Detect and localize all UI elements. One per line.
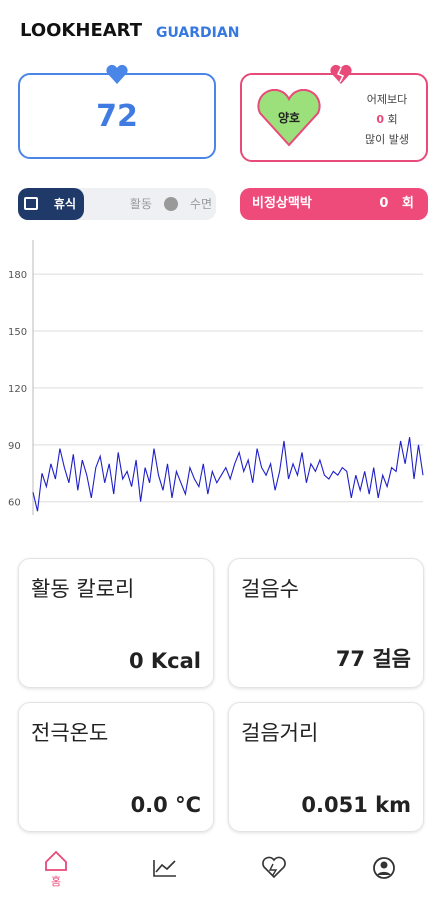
tab-activity[interactable]: 활동 — [92, 188, 152, 220]
y-tick-label: 180 — [8, 270, 27, 281]
status-count: 0 — [376, 113, 385, 126]
card-value: 0 Kcal — [128, 649, 201, 673]
status-line1: 어제보다 — [366, 93, 408, 106]
status-label: 양호 — [277, 111, 301, 125]
brand-sub: GUARDIAN — [156, 25, 240, 41]
tab-rest[interactable]: 휴식 — [18, 188, 84, 220]
brand: LOOKHEART — [20, 20, 143, 41]
heart-rate-value: 72 — [96, 99, 138, 134]
y-tick-label: 90 — [8, 441, 21, 452]
card: 활동 칼로리 0 Kcal — [18, 558, 214, 688]
card-title: 걸음거리 — [241, 721, 319, 745]
broken-heart-icon — [330, 64, 352, 84]
status-unit: 회 — [387, 113, 398, 126]
tab-sleep[interactable]: 수면 — [158, 188, 212, 220]
abnormal-unit: 회 — [402, 196, 414, 211]
abnormal-label: 비정상맥박 — [252, 196, 312, 211]
abnormal-count: 0 회 — [379, 188, 414, 220]
heart-rate-chart: 60 90 120 150 180 — [8, 240, 424, 515]
y-tick-label: 120 — [8, 384, 27, 395]
status-line2: 0 회 — [352, 111, 422, 127]
status-heart — [257, 89, 321, 147]
card-title: 걸음수 — [241, 577, 299, 601]
card-value: 0.051 km — [301, 793, 411, 817]
tab-label: 수면 — [189, 197, 212, 211]
heart-icon — [106, 64, 128, 84]
heart-rate-line — [32, 437, 424, 512]
y-tick-label: 60 — [8, 498, 21, 509]
card-title: 활동 칼로리 — [31, 577, 135, 601]
tab-label: 휴식 — [53, 197, 76, 211]
card: 전극온도 0.0 °C — [18, 702, 214, 832]
tab-bar: 휴식 활동 수면 — [18, 188, 216, 220]
moon-icon — [164, 197, 178, 211]
abnormal-bar: 비정상맥박 0 회 — [240, 188, 428, 220]
cup-icon — [24, 197, 38, 210]
abnormal-number: 0 — [379, 196, 389, 211]
status-line3: 많이 발생 — [365, 133, 409, 146]
card: 걸음거리 0.051 km — [228, 702, 424, 832]
card-title: 전극온도 — [31, 721, 109, 745]
card: 걸음수 77 걸음 — [228, 558, 424, 688]
nav-chart[interactable] — [153, 860, 176, 877]
nav-heart[interactable] — [262, 856, 286, 879]
bottom-nav: 홈 — [45, 850, 395, 888]
card-value: 0.0 °C — [130, 793, 201, 817]
nav-home-label: 홈 — [51, 874, 61, 888]
y-tick-label: 150 — [8, 327, 27, 338]
nav-profile[interactable] — [373, 857, 395, 879]
card-value: 77 걸음 — [335, 647, 411, 671]
tab-label: 활동 — [129, 197, 152, 211]
nav-home[interactable] — [45, 850, 67, 871]
